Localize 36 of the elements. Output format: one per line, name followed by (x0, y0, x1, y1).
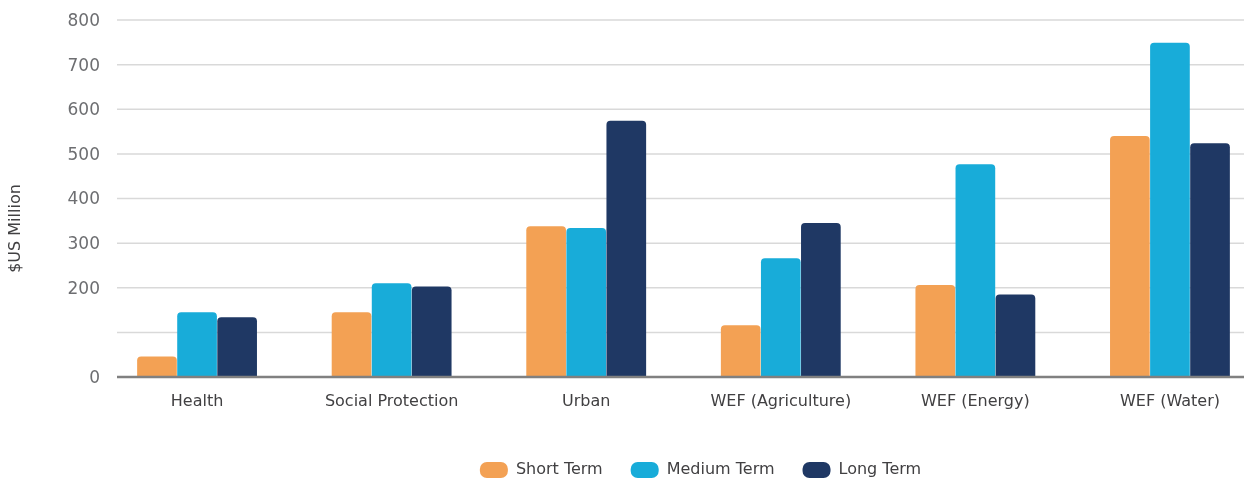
bar (137, 356, 177, 377)
y-axis-title: $US Million (5, 184, 24, 273)
x-tick-label: WEF (Water) (1119, 390, 1220, 410)
legend-label: Short Term (515, 459, 603, 478)
bar (720, 325, 761, 377)
bar (526, 226, 566, 377)
bar (331, 312, 372, 377)
bar (1150, 42, 1190, 377)
y-tick-label: 0 (89, 366, 100, 387)
bar (801, 223, 841, 377)
x-tick-label: WEF (Agriculture) (710, 390, 852, 410)
x-tick-label: Health (170, 390, 224, 410)
bar (955, 164, 996, 377)
y-tick-label: 700 (67, 54, 100, 75)
bar (1190, 143, 1230, 377)
bar (1110, 136, 1150, 377)
bar (217, 317, 257, 377)
y-tick-label: 200 (67, 277, 100, 298)
y-tick-label: 800 (67, 9, 100, 30)
legend-label: Medium Term (666, 459, 775, 478)
legend-label: Long Term (838, 459, 922, 478)
bar (411, 286, 452, 377)
x-tick-label: Social Protection (324, 390, 459, 410)
bar (760, 258, 801, 377)
y-tick-label: 600 (67, 99, 100, 120)
bar (566, 227, 607, 377)
bar (606, 120, 647, 377)
bar (995, 294, 1036, 377)
x-tick-label: Urban (562, 390, 611, 410)
bar (915, 285, 956, 377)
bar (371, 283, 412, 377)
bar (177, 312, 217, 377)
y-tick-label: 400 (67, 188, 100, 209)
y-tick-label: 300 (67, 233, 100, 254)
x-tick-label: WEF (Energy) (921, 390, 1030, 410)
y-tick-label: 500 (67, 143, 100, 164)
